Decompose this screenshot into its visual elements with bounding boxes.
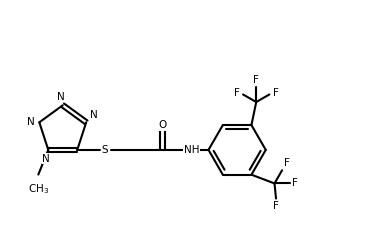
Text: O: O [159, 120, 167, 130]
Text: CH$_3$: CH$_3$ [28, 182, 49, 196]
Text: N: N [89, 110, 97, 120]
Text: F: F [273, 88, 278, 98]
Text: NH: NH [184, 145, 199, 155]
Text: F: F [292, 178, 298, 188]
Text: F: F [284, 158, 289, 168]
Text: F: F [273, 201, 279, 211]
Text: S: S [102, 145, 108, 155]
Text: N: N [43, 154, 50, 164]
Text: N: N [27, 117, 34, 127]
Text: N: N [57, 91, 65, 102]
Text: F: F [234, 88, 240, 98]
Text: F: F [253, 75, 259, 84]
